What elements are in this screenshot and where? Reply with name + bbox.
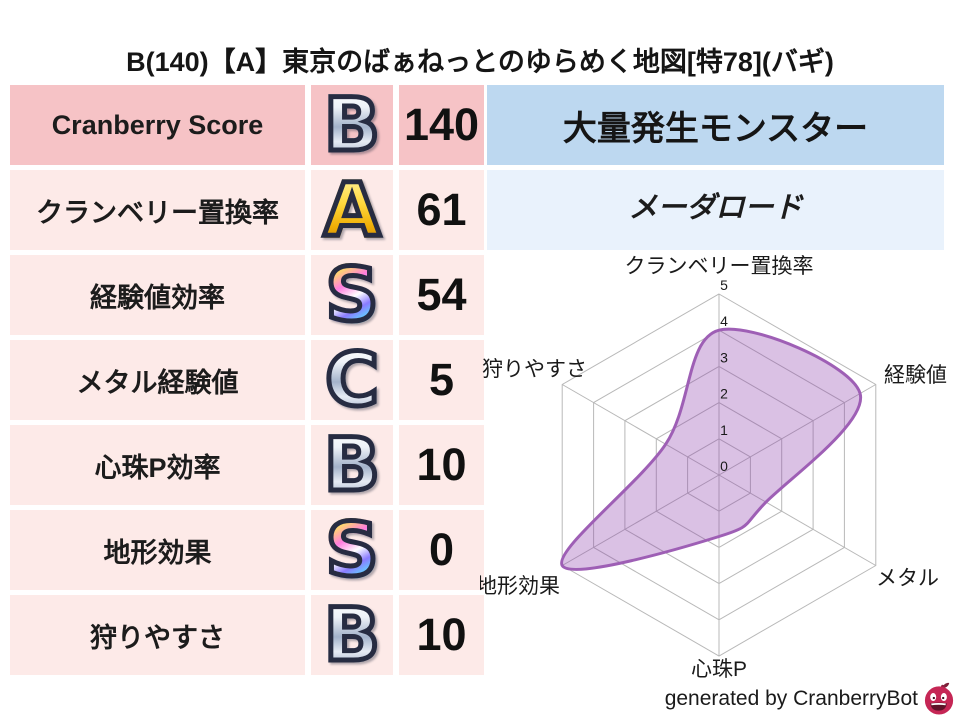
grade-letter-icon: A: [321, 167, 382, 253]
grade-letter-icon: S: [323, 507, 381, 593]
stat-label-replacement-rate: クランベリー置換率: [10, 170, 305, 250]
page-title: B(140)【A】東京のばぁねっとのゆらめく地図[特78](バギ): [126, 47, 834, 77]
svg-text:5: 5: [720, 277, 728, 293]
grade-letter-icon: B: [322, 82, 383, 168]
stat-value: 61: [399, 170, 484, 250]
svg-text:0: 0: [720, 458, 728, 474]
stat-label-metal-exp: メタル経験値: [10, 340, 305, 420]
grade-cell: B: [311, 425, 393, 505]
grade-cell: S: [311, 255, 393, 335]
grade-cell: C: [311, 340, 393, 420]
stat-label-shinju-p: 心珠P効率: [10, 425, 305, 505]
svg-text:心珠P: 心珠P: [691, 658, 747, 681]
stat-value: 140: [399, 85, 484, 165]
svg-text:1: 1: [720, 422, 728, 438]
stat-value: 10: [399, 425, 484, 505]
grade-cell: B: [311, 595, 393, 675]
svg-text:4: 4: [720, 313, 728, 329]
grade-cell: B: [311, 85, 393, 165]
svg-text:3: 3: [720, 349, 728, 365]
svg-text:クランベリー置換率: クランベリー置換率: [625, 255, 814, 278]
stat-label-exp-efficiency: 経験値効率: [10, 255, 305, 335]
svg-text:メタル: メタル: [876, 567, 939, 590]
stat-label-cranberry-score: Cranberry Score: [10, 85, 305, 165]
grade-letter-icon: B: [322, 422, 383, 508]
monster-name: メーダロード: [487, 170, 944, 250]
stat-value: 54: [399, 255, 484, 335]
svg-text:狩りやすさ: 狩りやすさ: [482, 358, 587, 381]
stat-value: 10: [399, 595, 484, 675]
footer-credit: generated by CranberryBot: [665, 681, 957, 716]
radar-chart: 5 4 3 2 1 0 クランベリー置換率経験値メタル心珠P 地形効果 狩りやすさ: [476, 255, 958, 685]
credit-text: generated by CranberryBot: [664, 686, 918, 710]
grade-cell: A: [311, 170, 393, 250]
stat-label-terrain-effect: 地形効果: [10, 510, 305, 590]
mass-outbreak-monster-header: 大量発生モンスター: [487, 85, 944, 165]
svg-text:2: 2: [720, 386, 728, 402]
stat-value: 5: [399, 340, 484, 420]
cranberrybot-berry-icon: [924, 682, 954, 715]
svg-text:経験値: 経験値: [884, 364, 947, 387]
stat-label-huntability: 狩りやすさ: [10, 595, 305, 675]
grade-letter-icon: C: [323, 337, 382, 423]
grade-cell: S: [311, 510, 393, 590]
grade-letter-icon: S: [323, 252, 381, 338]
svg-text:地形効果: 地形効果: [480, 575, 560, 598]
grade-letter-icon: B: [322, 592, 383, 678]
stat-value: 0: [399, 510, 484, 590]
stats-table: Cranberry Score B 140 クランベリー置換率 A 61 経験値…: [10, 85, 484, 675]
